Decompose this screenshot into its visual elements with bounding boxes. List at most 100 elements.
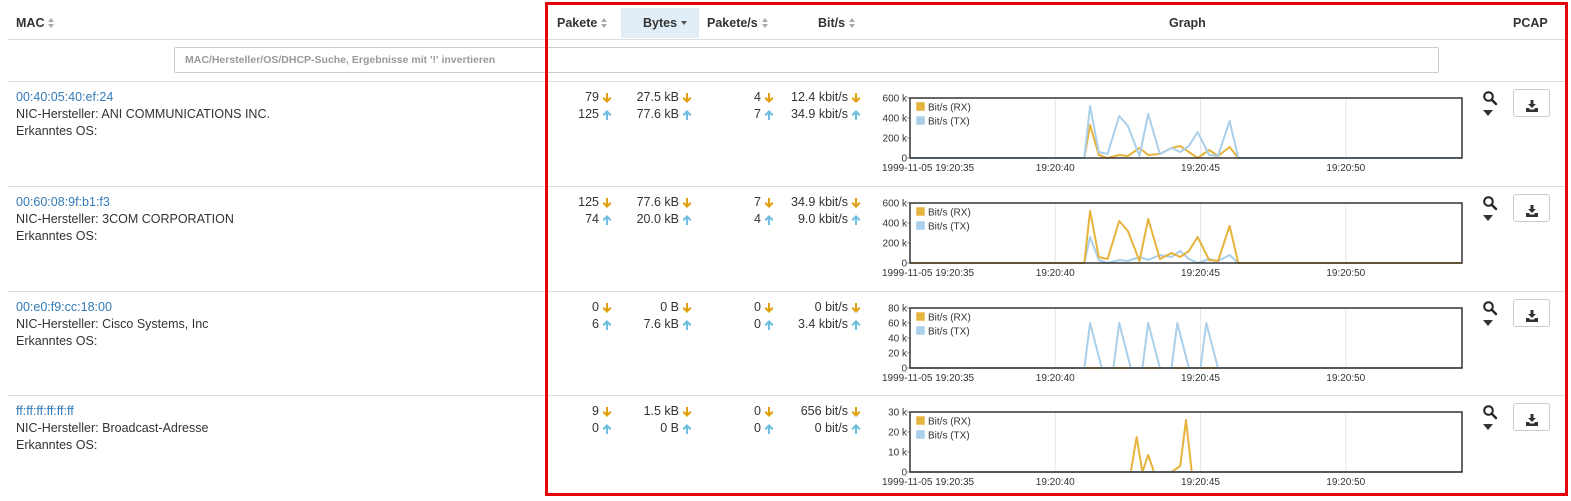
pcap-download-button[interactable] (1513, 403, 1550, 431)
arrow-up-icon (602, 215, 612, 225)
search-icon[interactable] (1482, 195, 1498, 211)
pcap-download-button[interactable] (1513, 89, 1550, 117)
arrow-down-icon (682, 93, 692, 103)
caret-down-icon[interactable] (1483, 424, 1493, 430)
x-tick-label: 19:20:40 (1036, 268, 1075, 279)
bytes-rx: 77.6 kB (636, 195, 679, 209)
mac-link[interactable]: 00:60:08:9f:b1:f3 (16, 195, 110, 209)
packets-rx: 125 (578, 195, 599, 209)
bytes-rx: 27.5 kB (636, 90, 679, 104)
traffic-chart: 0 20 k 40 k 60 k 80 k 1999-11-05 19:20:35 19:2… (882, 304, 1463, 384)
plot-frame (909, 97, 1463, 159)
arrow-down-icon (602, 93, 612, 103)
download-icon (1525, 310, 1538, 322)
arrow-down-icon (764, 198, 774, 208)
legend-swatch-rx (915, 415, 926, 426)
arrow-up-icon (602, 320, 612, 330)
caret-down-icon[interactable] (1483, 215, 1493, 221)
x-tick-label: 19:20:50 (1326, 163, 1365, 174)
x-tick-label: 19:20:50 (1326, 373, 1365, 384)
column-header-graph: Graph (1169, 8, 1206, 38)
column-header-bytes[interactable]: Bytes (621, 8, 699, 38)
y-tick-label: 0 (901, 154, 907, 165)
table-row: 00:60:08:9f:b1:f3 NIC-Hersteller: 3COM C… (0, 187, 1571, 292)
column-header-mac[interactable]: MAC (16, 8, 55, 38)
pcap-download-button[interactable] (1513, 194, 1550, 222)
legend-swatch-rx (915, 311, 926, 322)
os-text: Erkanntes OS: (16, 334, 98, 348)
vendor-text: NIC-Hersteller: 3COM CORPORATION (16, 212, 234, 226)
bps-rx: 34.9 kbit/s (791, 195, 848, 209)
arrow-down-icon (602, 198, 612, 208)
plot-frame (909, 307, 1463, 369)
traffic-chart: 0 10 k 20 k 30 k 1999-11-05 19:20:35 19:20:40… (882, 408, 1463, 488)
row-divider (8, 291, 1566, 292)
table-row: 00:e0:f9:cc:18:00 NIC-Hersteller: Cisco … (0, 292, 1571, 397)
column-header-pps[interactable]: Pakete/s (707, 8, 768, 38)
row-divider (8, 395, 1566, 396)
search-icon[interactable] (1482, 300, 1498, 316)
column-header-packets-label: Pakete (557, 16, 598, 30)
bps-tx: 3.4 kbit/s (797, 317, 848, 331)
search-icon[interactable] (1482, 404, 1498, 420)
pps-tx: 0 (754, 421, 761, 435)
legend-swatch-tx (915, 115, 926, 126)
arrow-up-icon (764, 215, 774, 225)
x-tick-label: 19:20:40 (1036, 163, 1075, 174)
traffic-chart: 0 200 k 400 k 600 k 1999-11-05 19:20:35 19:20… (882, 94, 1463, 174)
pps-rx: 4 (754, 90, 761, 104)
x-tick-label: 19:20:45 (1181, 163, 1220, 174)
caret-down-icon[interactable] (1483, 320, 1493, 326)
pps-rx: 0 (754, 300, 761, 314)
arrow-down-icon (602, 407, 612, 417)
mac-link[interactable]: 00:e0:f9:cc:18:00 (16, 300, 112, 314)
y-tick-label: 400 k (883, 219, 908, 230)
column-header-mac-label: MAC (16, 16, 45, 30)
bps-tx: 34.9 kbit/s (791, 107, 848, 121)
mac-link[interactable]: ff:ff:ff:ff:ff:ff (16, 404, 74, 418)
packets-tx: 0 (592, 421, 599, 435)
mac-link[interactable]: 00:40:05:40:ef:24 (16, 90, 114, 104)
legend-label-rx: Bit/s (RX) (928, 313, 971, 324)
y-tick-label: 80 k (888, 304, 908, 315)
plot-frame (909, 202, 1463, 264)
column-header-pcap-label: PCAP (1513, 16, 1548, 30)
x-tick-label: 19:20:50 (1326, 477, 1365, 488)
arrow-up-icon (851, 424, 861, 434)
pps-tx: 0 (754, 317, 761, 331)
y-tick-label: 0 (901, 259, 907, 270)
arrow-up-icon (602, 424, 612, 434)
plot-frame (909, 411, 1463, 473)
arrow-up-icon (682, 110, 692, 120)
legend-label-tx: Bit/s (TX) (928, 117, 970, 128)
pcap-download-button[interactable] (1513, 299, 1550, 327)
arrow-up-icon (682, 424, 692, 434)
legend-label-tx: Bit/s (TX) (928, 222, 970, 233)
vendor-text: NIC-Hersteller: Broadcast-Adresse (16, 421, 209, 435)
column-header-packets[interactable]: Pakete (557, 8, 608, 38)
bps-rx: 0 bit/s (814, 300, 848, 314)
download-icon (1525, 100, 1538, 112)
bytes-tx: 77.6 kB (636, 107, 679, 121)
x-tick-label: 1999-11-05 19:20:35 (882, 268, 975, 279)
column-header-bps[interactable]: Bit/s (818, 8, 856, 38)
arrow-down-icon (764, 93, 774, 103)
arrow-down-icon (851, 303, 861, 313)
x-tick-label: 19:20:45 (1181, 268, 1220, 279)
download-icon (1525, 205, 1538, 217)
y-tick-label: 60 k (888, 319, 908, 330)
y-tick-label: 10 k (888, 448, 908, 459)
x-tick-label: 1999-11-05 19:20:35 (882, 163, 975, 174)
vendor-text: NIC-Hersteller: ANI COMMUNICATIONS INC. (16, 107, 270, 121)
search-icon[interactable] (1482, 90, 1498, 106)
search-input[interactable] (174, 47, 1439, 73)
legend-swatch-tx (915, 429, 926, 440)
x-tick-label: 19:20:40 (1036, 477, 1075, 488)
caret-down-icon[interactable] (1483, 110, 1493, 116)
packets-tx: 74 (585, 212, 599, 226)
download-icon (1525, 414, 1538, 426)
y-tick-label: 400 k (883, 114, 908, 125)
bytes-tx: 7.6 kB (643, 317, 679, 331)
legend-label-tx: Bit/s (TX) (928, 327, 970, 338)
column-header-pcap: PCAP (1513, 8, 1548, 38)
